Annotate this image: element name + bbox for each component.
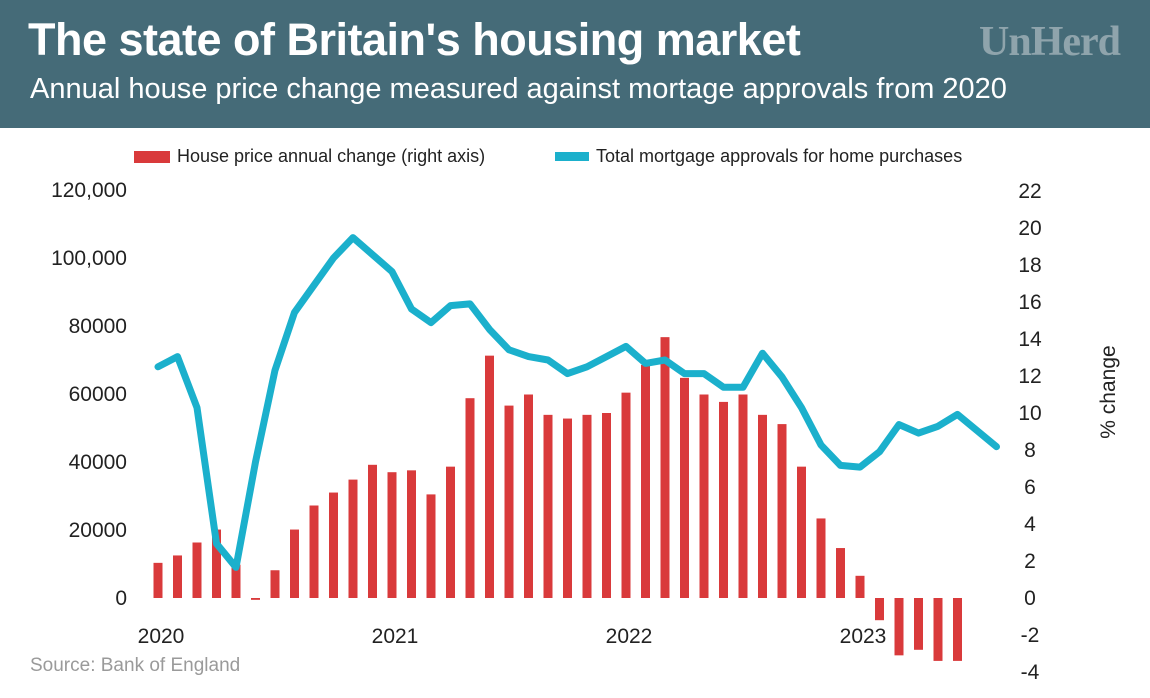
legend-bar-swatch <box>134 150 170 163</box>
left-tick-label: 20000 <box>69 519 127 542</box>
price-change-bar <box>173 555 182 598</box>
right-tick-label: -2 <box>1021 624 1040 647</box>
chart-subtitle: Annual house price change measured again… <box>30 73 1007 105</box>
price-change-bar <box>699 394 709 598</box>
x-tick-label: 2021 <box>372 625 419 648</box>
price-change-bar <box>348 479 358 598</box>
price-change-bar <box>212 529 221 598</box>
legend-item-bars: House price annual change (right axis) <box>134 146 485 167</box>
right-tick-label: 4 <box>1024 513 1036 536</box>
left-tick-label: 100,000 <box>51 247 127 270</box>
bar-series <box>153 337 962 661</box>
price-change-bar <box>465 398 475 598</box>
price-change-bar <box>660 337 670 598</box>
x-tick-label: 2020 <box>138 625 185 648</box>
price-change-bar <box>309 505 319 598</box>
right-tick-label: 14 <box>1018 328 1042 351</box>
right-tick-label: 12 <box>1018 365 1041 388</box>
price-change-bar <box>426 494 436 598</box>
price-change-bar <box>719 401 728 598</box>
price-change-bar <box>758 414 767 598</box>
x-tick-label: 2022 <box>606 625 653 648</box>
legend-line-swatch <box>555 152 589 161</box>
price-change-bar <box>933 598 943 661</box>
price-change-bar <box>192 542 202 598</box>
right-tick-label: 16 <box>1018 291 1041 314</box>
price-change-bar <box>777 424 787 598</box>
header-banner: The state of Britain's housing market An… <box>0 0 1150 128</box>
price-change-bar <box>329 492 338 598</box>
left-tick-label: 120,000 <box>51 179 127 202</box>
price-change-bar <box>251 598 260 600</box>
price-change-bar <box>524 394 533 598</box>
legend: House price annual change (right axis) T… <box>0 146 1150 170</box>
left-tick-label: 60000 <box>69 383 127 406</box>
price-change-bar <box>368 464 377 598</box>
left-tick-label: 0 <box>115 587 127 610</box>
right-axis: -4 -2 0 2 4 6 8 10 12 14 16 18 20 22 <box>1018 180 1042 684</box>
price-change-bar <box>621 392 631 598</box>
price-change-bar <box>446 466 455 598</box>
brand-logo: UnHerd <box>979 19 1121 65</box>
chart-title: The state of Britain's housing market <box>28 14 801 65</box>
price-change-bar <box>563 418 572 598</box>
left-tick-label: 40000 <box>69 451 127 474</box>
price-change-bar <box>914 598 923 650</box>
x-axis: 2020 2021 2022 2023 <box>138 625 887 648</box>
right-tick-label: 0 <box>1024 587 1036 610</box>
right-tick-label: 18 <box>1018 254 1041 277</box>
price-change-bar <box>407 470 416 598</box>
price-change-bar <box>816 518 826 598</box>
legend-line-label: Total mortgage approvals for home purcha… <box>596 146 963 166</box>
right-tick-label: 22 <box>1018 180 1041 203</box>
right-tick-label: 20 <box>1018 217 1041 240</box>
price-change-bar <box>543 414 553 598</box>
price-change-bar <box>270 570 280 598</box>
price-change-bar <box>680 377 689 598</box>
price-change-bar <box>855 575 865 598</box>
mortgage-approvals-line <box>154 234 1000 571</box>
price-change-bar <box>387 472 397 598</box>
price-change-bar <box>738 394 748 598</box>
left-axis: 0 20000 40000 60000 80000 100,000 120,000 <box>51 179 127 610</box>
left-tick-label: 80000 <box>69 315 127 338</box>
price-change-bar <box>153 562 163 598</box>
right-axis-label: % change <box>1097 345 1120 438</box>
price-change-bar <box>602 413 611 598</box>
price-change-bar <box>953 598 962 661</box>
price-change-bar <box>504 405 514 598</box>
price-change-bar <box>641 364 650 598</box>
price-change-bar <box>231 564 241 598</box>
price-change-bar <box>875 598 884 621</box>
price-change-bar <box>836 548 845 598</box>
right-tick-label: 6 <box>1024 476 1036 499</box>
price-change-bar <box>582 414 592 598</box>
right-tick-label: 10 <box>1018 402 1041 425</box>
price-change-bar <box>894 598 904 656</box>
source-note: Source: Bank of England <box>30 655 241 676</box>
price-change-bar <box>290 529 299 598</box>
price-change-bar <box>485 355 494 598</box>
right-tick-label: 2 <box>1024 550 1036 573</box>
legend-bars-label: House price annual change (right axis) <box>177 146 486 166</box>
price-change-bar <box>797 466 806 598</box>
legend-item-line: Total mortgage approvals for home purcha… <box>555 146 962 167</box>
line-series <box>154 234 1000 571</box>
x-tick-label: 2023 <box>840 625 887 648</box>
right-tick-label: 8 <box>1024 439 1036 462</box>
right-tick-label: -4 <box>1021 661 1040 684</box>
